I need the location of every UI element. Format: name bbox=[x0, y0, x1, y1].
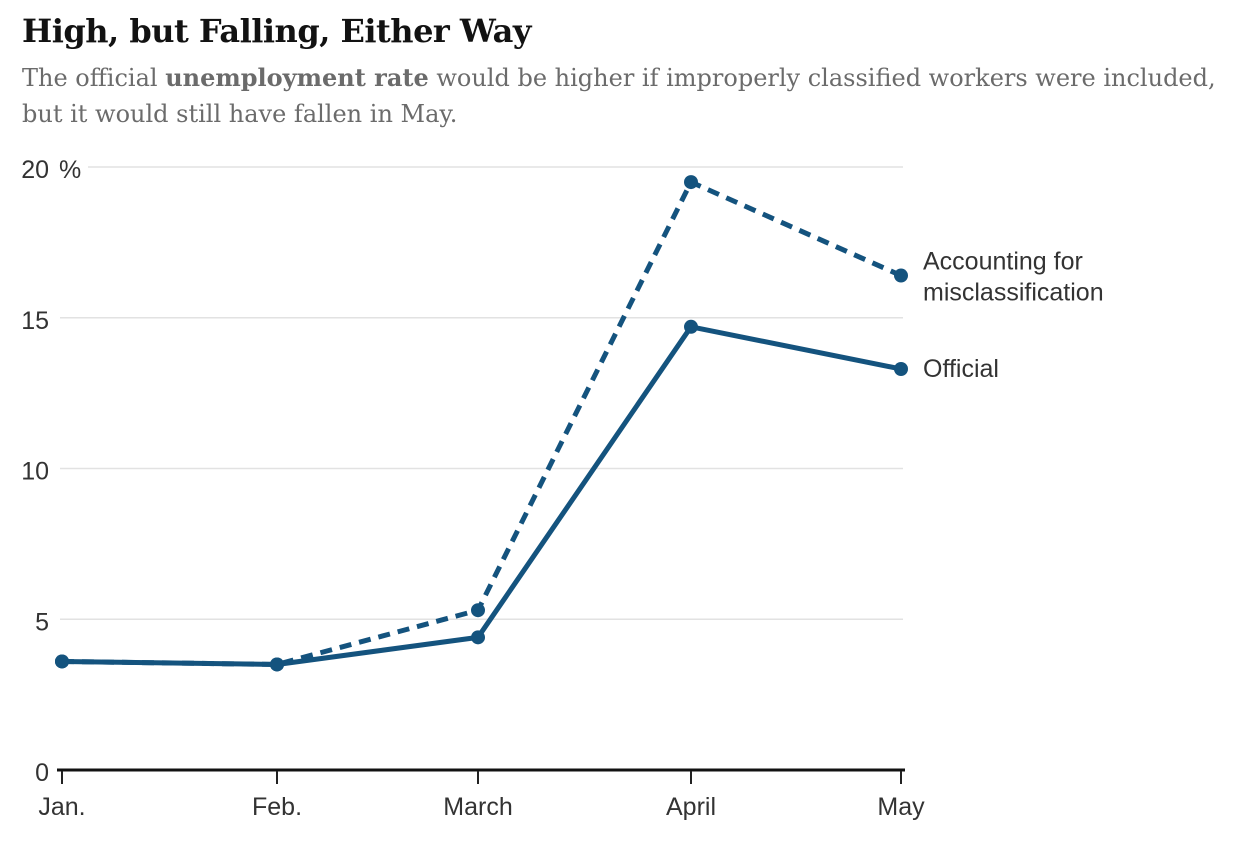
gridlines-group bbox=[60, 166, 903, 620]
data-point-dot bbox=[471, 630, 485, 645]
legend-label-misclassification-line2: misclassification bbox=[923, 279, 1104, 307]
x-tick-label: March bbox=[443, 793, 512, 821]
data-point-dot bbox=[684, 319, 698, 334]
data-point-dot bbox=[894, 362, 908, 377]
y-axis-labels-group: 0 5 10 15 20% bbox=[21, 156, 81, 787]
subtitle-line2: but it would still have fallen in May. bbox=[22, 100, 458, 128]
chart-svg: 0 5 10 15 20% Jan. Feb. March April May Accounti… bbox=[21, 156, 1104, 821]
legend-label-misclassification-line1: Accounting for bbox=[923, 248, 1083, 276]
y-axis-unit-label: % bbox=[59, 156, 81, 184]
data-point-dot bbox=[55, 654, 69, 669]
x-tick-label: Jan. bbox=[38, 793, 85, 821]
y-tick-label: 10 bbox=[21, 458, 49, 486]
data-point-dot bbox=[471, 603, 485, 618]
chart-header: High, but Falling, Either Way The offici… bbox=[0, 0, 1239, 132]
y-tick-label: 20 bbox=[21, 156, 49, 184]
series-line-dashed bbox=[61, 179, 903, 667]
y-tick-label: 0 bbox=[35, 759, 49, 787]
chart-title: High, but Falling, Either Way bbox=[22, 12, 531, 50]
y-tick-label: 15 bbox=[21, 307, 49, 335]
data-point-dot bbox=[270, 657, 284, 672]
subtitle-line1-post: would be higher if improperly classified… bbox=[428, 64, 1216, 92]
series-group bbox=[55, 175, 908, 672]
subtitle-line1-pre: The official bbox=[22, 64, 166, 92]
data-point-dot bbox=[894, 268, 908, 283]
subtitle-bold-term: unemployment rate bbox=[165, 63, 429, 92]
x-tick-label: Feb. bbox=[252, 793, 302, 821]
y-tick-label: 5 bbox=[35, 608, 49, 636]
x-tick-label: April bbox=[666, 793, 716, 821]
legend-group: Accounting for misclassification Officia… bbox=[923, 248, 1104, 383]
x-axis-group: Jan. Feb. March April May bbox=[38, 768, 925, 821]
legend-label-official: Official bbox=[923, 355, 999, 383]
chart-subtitle: The official unemployment rate would be … bbox=[22, 60, 1217, 132]
data-point-dot bbox=[684, 175, 698, 190]
x-tick-label: May bbox=[877, 793, 925, 821]
